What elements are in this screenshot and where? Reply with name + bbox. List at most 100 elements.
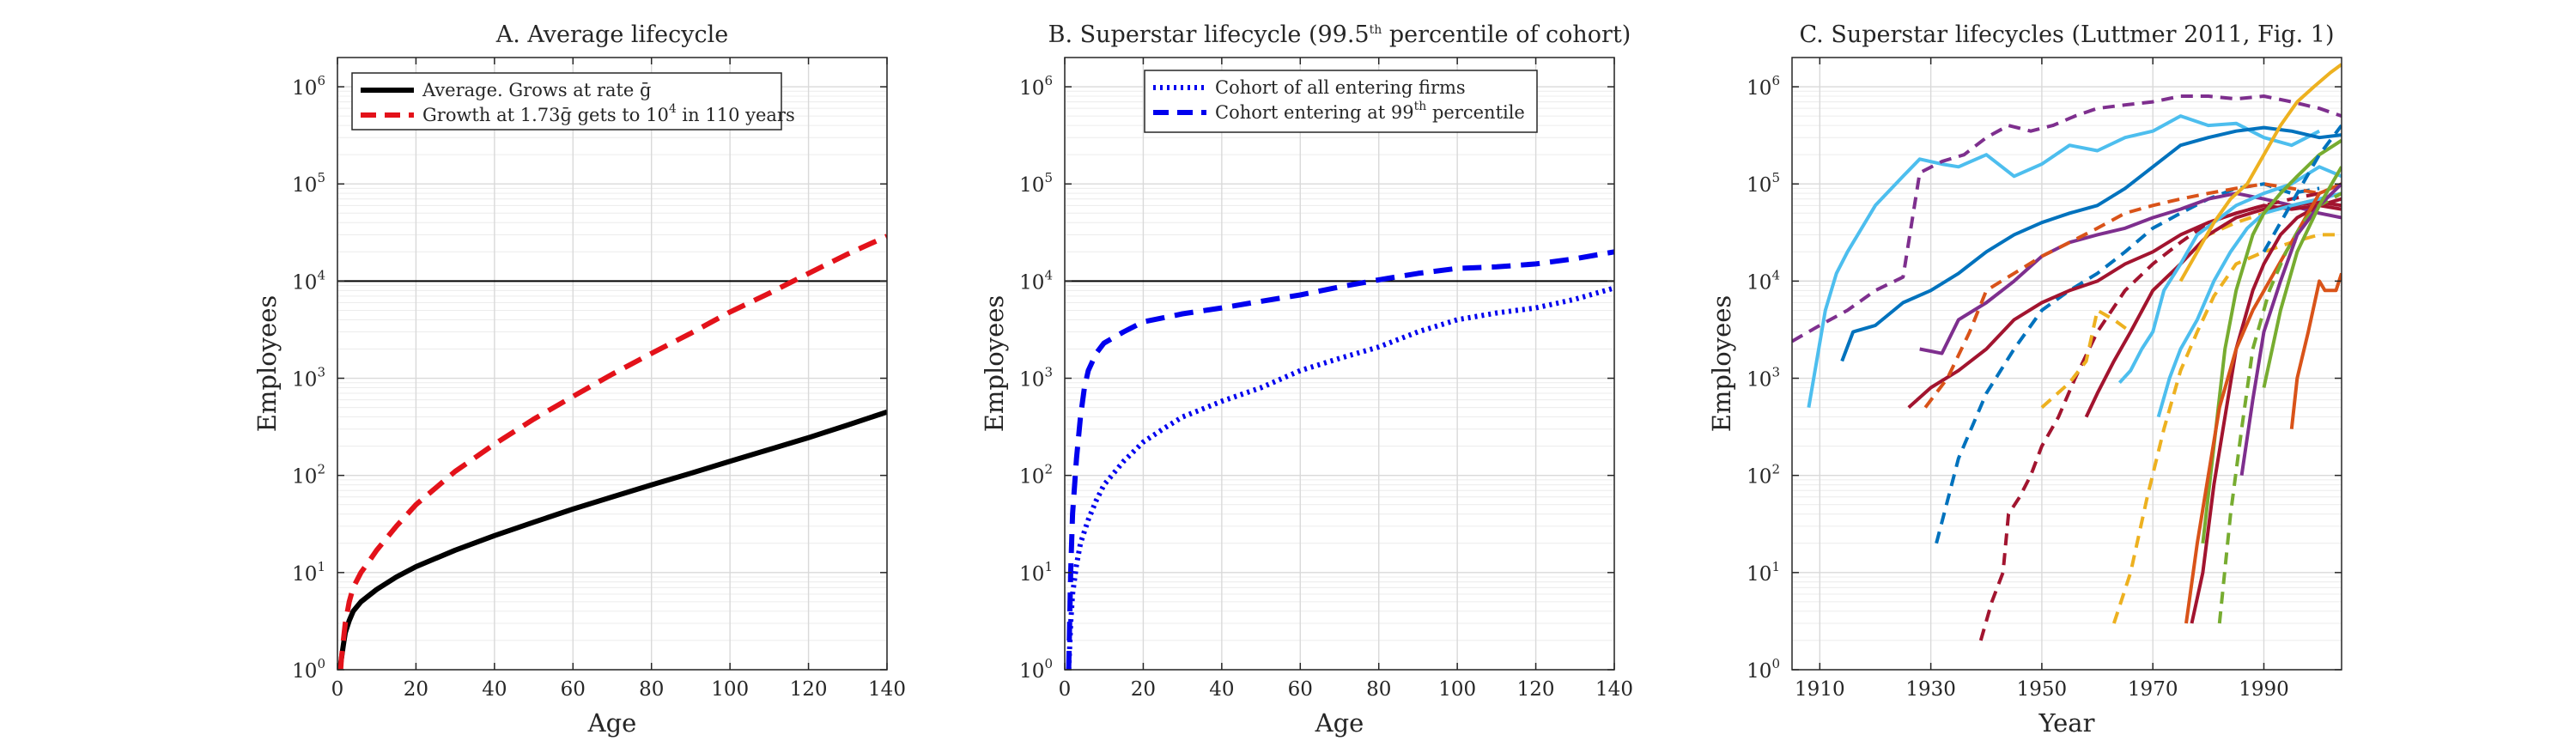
y-tick-label: 103 (1747, 365, 1780, 392)
legend-label: Growth at 1.73ḡ gets to 104 in 110 years (422, 102, 795, 125)
series-line-7 (1923, 182, 2320, 409)
series-line-1 (1807, 114, 2321, 408)
y-tick-base: 10 (1019, 660, 1044, 683)
series-line-13 (2156, 191, 2342, 418)
y-tick-base: 10 (292, 174, 317, 197)
x-tick-label: 20 (404, 678, 428, 701)
axes-box (1791, 57, 2342, 671)
chart-title-part: th (1370, 23, 1382, 37)
grid (337, 57, 888, 671)
y-tick-base: 10 (292, 369, 317, 392)
legend-label-part: Cohort entering at 99 (1215, 102, 1414, 123)
x-tick-label: 1990 (2239, 678, 2289, 701)
legend-label-part: percentile (1426, 102, 1525, 123)
series-line-17 (2184, 182, 2342, 624)
legend-box (1144, 70, 1538, 133)
y-tick-label: 106 (1019, 73, 1053, 100)
y-tick-exp: 6 (1044, 73, 1053, 88)
x-tick-label: 1970 (2128, 678, 2178, 701)
chart-title: C. Superstar lifecycles (Luttmer 2011, F… (1799, 21, 2334, 48)
x-tick-label: 0 (331, 678, 344, 701)
series-line-4 (1935, 182, 2320, 544)
y-tick-label: 105 (292, 170, 325, 197)
legend-label-part: Growth at 1.73ḡ gets to 10 (422, 105, 669, 125)
legend: Cohort of all entering firms Cohort enter… (1144, 70, 1538, 133)
series-line-2 (1066, 249, 1614, 670)
y-tick-label: 103 (1019, 365, 1053, 392)
x-tick-label: 140 (1595, 678, 1633, 701)
y-tick-base: 10 (1019, 563, 1044, 586)
series-line-1 (337, 409, 887, 670)
y-tick-exp: 2 (1771, 462, 1780, 477)
x-tick-label: 1910 (1795, 678, 1845, 701)
y-axis-label: Employees (252, 295, 282, 433)
series-line-2 (1792, 94, 2342, 343)
x-tick-label: 1950 (2017, 678, 2068, 701)
panel-3: 1910 1930 1950 1970 199010010110210310410510… (1707, 21, 2342, 738)
y-tick-exp: 6 (1771, 73, 1780, 88)
y-tick-base: 10 (292, 563, 317, 586)
y-tick-exp: 4 (1044, 267, 1053, 282)
y-tick-exp: 1 (1044, 559, 1053, 574)
series-line-18 (2217, 191, 2342, 624)
axes-box (337, 57, 888, 671)
x-tick-label: 100 (1438, 678, 1476, 701)
y-tick-exp: 5 (317, 170, 325, 185)
legend-label: Average. Grows at rate ḡ (422, 80, 651, 100)
chart-title-part: B. Superstar lifecycle (99.5 (1048, 21, 1370, 48)
chart-title: A. Average lifecycle (495, 21, 729, 48)
panel-1: 0 20 40 60 80 100 120 140100101102103104105106A… (252, 21, 906, 738)
x-tick-label: 80 (639, 678, 664, 701)
series-group (1066, 249, 1614, 670)
y-tick-exp: 3 (317, 365, 325, 380)
y-tick-label: 101 (292, 559, 325, 586)
y-tick-label: 100 (1019, 656, 1053, 683)
series-line-2 (337, 234, 887, 670)
y-tick-exp: 4 (1771, 267, 1780, 282)
y-tick-base: 10 (292, 466, 317, 489)
series-line-16 (2190, 197, 2342, 624)
y-tick-exp: 0 (1771, 656, 1780, 671)
series-line-14 (2178, 63, 2342, 282)
panel-2: 0 20 40 60 80 100 120 140100101102103104105106B… (980, 21, 1633, 738)
y-tick-exp: 0 (317, 656, 325, 671)
y-tick-label: 102 (1747, 462, 1780, 489)
x-tick-label: 40 (482, 678, 507, 701)
x-axis-label: Age (1315, 708, 1364, 738)
y-tick-label: 103 (292, 365, 325, 392)
y-tick-label: 105 (1019, 170, 1053, 197)
y-tick-label: 101 (1019, 559, 1053, 586)
legend-label: Cohort of all entering firms (1215, 77, 1466, 98)
y-tick-label: 102 (1019, 462, 1053, 489)
x-tick-label: 120 (790, 678, 828, 701)
y-axis-label: Employees (980, 295, 1009, 433)
y-tick-exp: 2 (317, 462, 325, 477)
y-tick-base: 10 (1019, 174, 1044, 197)
y-tick-base: 10 (292, 77, 317, 100)
y-tick-base: 10 (1019, 466, 1044, 489)
y-tick-base: 10 (1747, 660, 1771, 683)
y-tick-label: 100 (1747, 656, 1780, 683)
series-group (1792, 63, 2342, 641)
x-tick-label: 40 (1209, 678, 1234, 701)
chart-title: B. Superstar lifecycle (99.5th percentil… (1048, 21, 1631, 48)
panels: 0 20 40 60 80 100 120 140100101102103104105106A… (252, 21, 2342, 738)
x-tick-label: 20 (1131, 678, 1156, 701)
y-tick-label: 104 (1747, 267, 1780, 294)
y-tick-base: 10 (1019, 369, 1044, 392)
y-tick-base: 10 (1019, 271, 1044, 294)
y-axis-label: Employees (1707, 295, 1736, 433)
series-line-20 (2289, 272, 2342, 429)
y-tick-base: 10 (1747, 271, 1771, 294)
y-tick-label: 105 (1747, 170, 1780, 197)
y-tick-exp: 3 (1771, 365, 1780, 380)
x-tick-label: 80 (1366, 678, 1391, 701)
y-tick-exp: 3 (1044, 365, 1053, 380)
y-tick-base: 10 (1747, 369, 1771, 392)
y-tick-exp: 6 (317, 73, 325, 88)
x-tick-label: 1930 (1905, 678, 1956, 701)
y-tick-exp: 0 (1044, 656, 1053, 671)
y-tick-label: 102 (292, 462, 325, 489)
y-tick-exp: 1 (1771, 559, 1780, 574)
